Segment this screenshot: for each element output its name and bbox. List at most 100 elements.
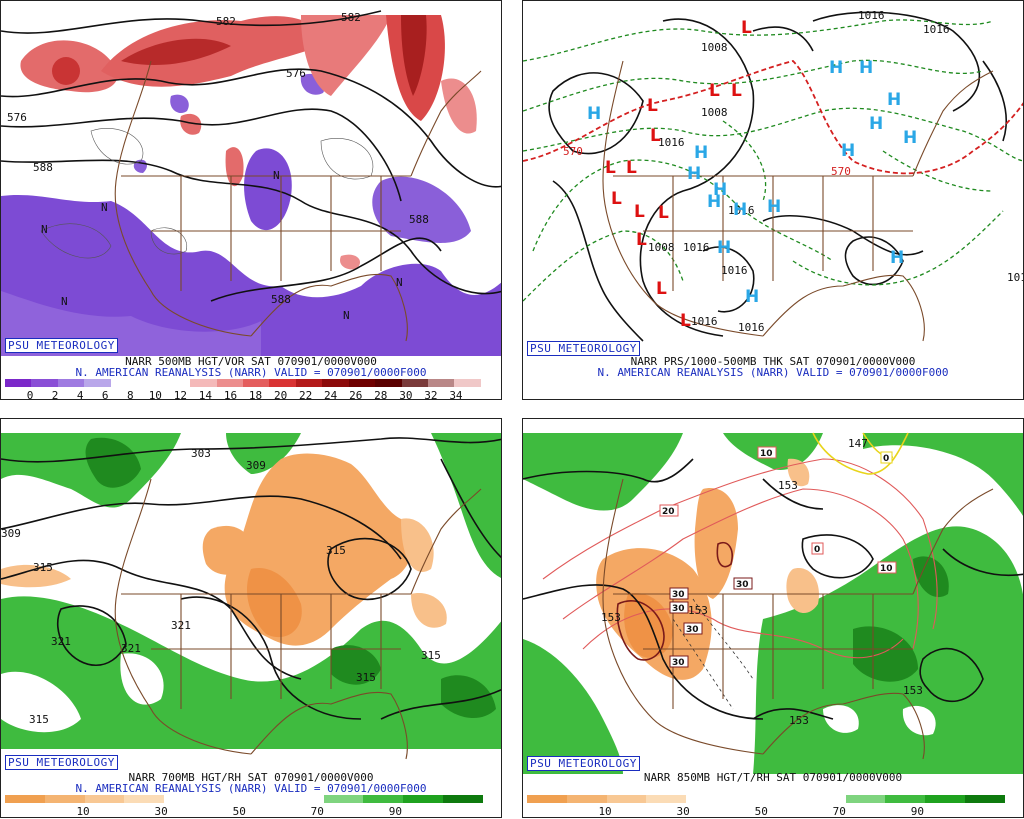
low-pressure-center: L	[709, 81, 720, 101]
isobar-label: 1016	[728, 204, 755, 217]
temperature-box-label: 30	[672, 658, 685, 668]
colorbar-swatch	[885, 795, 926, 803]
colorbar-swatch	[363, 795, 404, 803]
dry-area	[202, 525, 252, 575]
thickness-contours	[523, 19, 1023, 302]
colorbar-swatch	[57, 379, 85, 387]
thickness-label: 570	[563, 145, 583, 158]
height-label: 582	[341, 11, 361, 24]
high-vorticity-area	[301, 15, 391, 96]
colorbar-swatch	[163, 379, 191, 387]
colorbar-swatch	[726, 795, 766, 803]
colorbar-swatch	[925, 795, 966, 803]
high-pressure-center: H	[903, 128, 917, 148]
colorbar-swatch	[646, 795, 687, 803]
vorticity-colorbar	[5, 379, 481, 387]
panel-850mb-t-rh: 147 153 153 153 153 153 10 20 30 30 30 30 30 10…	[522, 418, 1024, 818]
temperature-box-label: 30	[672, 604, 685, 614]
colorbar-swatch	[965, 795, 1005, 803]
dry-area	[401, 518, 434, 572]
high-vorticity-area	[340, 254, 361, 270]
height-label: 303	[191, 447, 211, 460]
dry-area	[786, 568, 819, 614]
rh-colorbar-ticks: 10 30 50 70 90	[527, 805, 1005, 818]
height-label: 153	[903, 684, 923, 697]
height-label: 147	[848, 437, 868, 450]
colorbar-swatch	[845, 795, 886, 803]
low-pressure-center: L	[634, 202, 645, 222]
height-contours	[523, 458, 1023, 720]
colorbar-swatch	[190, 379, 217, 387]
low-pressure-center: L	[611, 189, 622, 209]
colorbar-tick: 50	[232, 805, 246, 818]
colorbar-tick: 4	[76, 389, 84, 400]
isobar-label: 1016	[738, 321, 765, 334]
panel-title: NARR 500MB HGT/VOR SAT 070901/0000V000	[125, 355, 377, 368]
colorbar-tick: 32	[424, 389, 438, 400]
high-pressure-center: H	[869, 114, 883, 134]
colorbar-tick: 8	[126, 389, 134, 400]
colorbar-swatch	[31, 379, 58, 387]
colorbar-swatch	[110, 379, 138, 387]
isobar-label: 1016	[691, 315, 718, 328]
panel-title: NARR PRS/1000-500MB THK SAT 070901/0000V…	[630, 355, 916, 368]
box-label-frame	[811, 542, 824, 555]
isobar-label: 1016	[858, 9, 885, 22]
thickness-label: 570	[831, 165, 851, 178]
low-pressure-center: L	[680, 311, 691, 331]
isobars	[548, 11, 1007, 342]
colorbar-swatch	[216, 379, 243, 387]
moist-area	[431, 433, 501, 578]
height-label: 315	[356, 671, 376, 684]
height-label: 315	[326, 544, 346, 557]
colorbar-tick: 20	[273, 389, 288, 400]
dry-area	[787, 458, 810, 487]
colorbar-tick: 90	[910, 805, 924, 818]
colorbar-tick: 10	[148, 389, 162, 400]
temperature-box-label: 10	[760, 449, 773, 459]
height-label: 309	[246, 459, 266, 472]
colorbar-tick: 6	[101, 389, 109, 400]
colorbar-tick: 22	[299, 389, 313, 400]
colorbar-tick: 70	[832, 805, 846, 818]
colorbar-swatch	[606, 795, 647, 803]
colorbar-swatch	[164, 795, 205, 803]
isobar-label: 1016	[1007, 271, 1024, 284]
colorbar-tick: 10	[76, 805, 90, 818]
colorbar-tick: 30	[154, 805, 168, 818]
colorbar-tick: 12	[173, 389, 187, 400]
rh850-map: 147 153 153 153 153 153 1020303030303010…	[523, 432, 1023, 774]
rh-colorbar	[5, 795, 483, 803]
psu-meteorology-logo: PSU METEOROLOGY	[527, 756, 640, 771]
isobar-label: 1008	[648, 241, 675, 254]
temperature-box-label: 20	[662, 507, 675, 517]
low-pressure-center: L	[658, 203, 669, 223]
high-pressure-center: H	[707, 192, 721, 212]
dry-area	[411, 593, 447, 628]
colorbar-tick: 10	[598, 805, 612, 818]
very-dry-area	[246, 568, 302, 638]
psu-meteorology-logo: PSU METEOROLOGY	[5, 338, 118, 353]
low-pressure-center: L	[731, 81, 742, 101]
colorbar-swatch	[454, 379, 481, 387]
high-vorticity-core	[401, 15, 427, 96]
colorbar-tick: 50	[754, 805, 768, 818]
colorbar-tick: 14	[198, 389, 213, 400]
moist-area	[523, 639, 623, 774]
low-pressure-center: L	[636, 230, 647, 250]
panel-subtitle: N. AMERICAN REANALYSIS (NARR) VALID = 07…	[75, 782, 427, 795]
high-pressure-center: H	[841, 141, 855, 161]
box-label-frame	[733, 577, 753, 590]
colorbar-swatch	[137, 379, 164, 387]
box-label-frame	[877, 561, 897, 574]
height-label: 321	[51, 635, 71, 648]
temperature-box-label: 30	[736, 580, 749, 590]
isobar-label: 1016	[683, 241, 710, 254]
dry-gap	[823, 705, 859, 733]
colorbar-tick: 90	[388, 805, 402, 818]
colorbar-swatch	[765, 795, 806, 803]
colorbar-swatch	[124, 795, 165, 803]
height-label: 588	[409, 213, 429, 226]
colorbar-swatch	[375, 379, 402, 387]
